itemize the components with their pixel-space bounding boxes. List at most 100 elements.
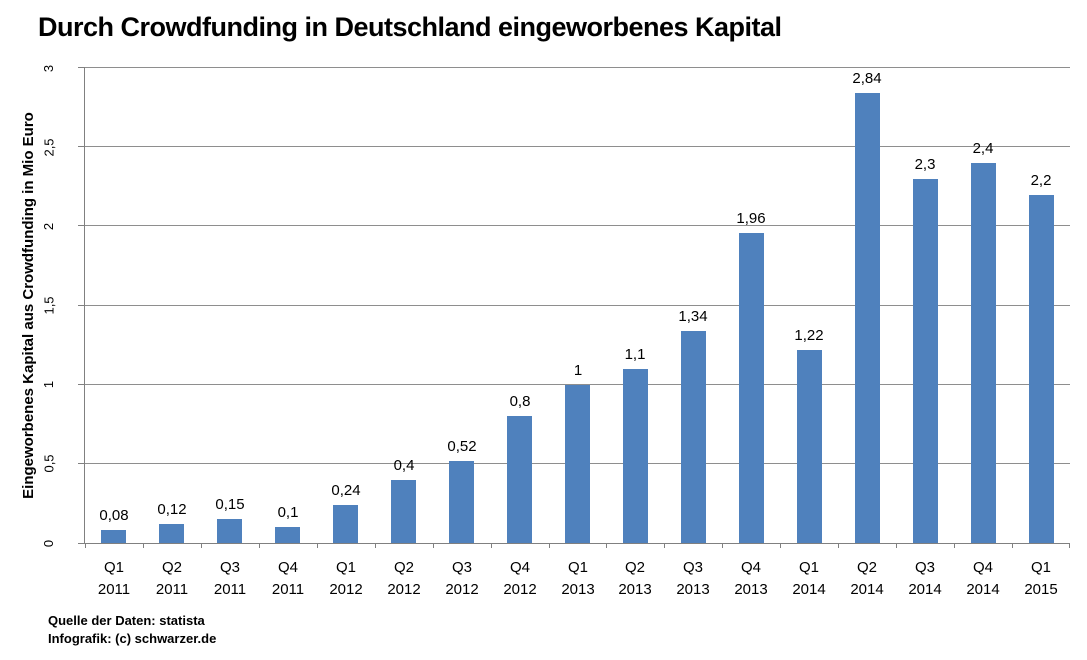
bar <box>855 93 880 543</box>
x-axis-category-label: Q3 2013 <box>664 557 722 601</box>
bar <box>101 530 126 543</box>
bar <box>1029 195 1054 543</box>
x-axis-category-label: Q1 2015 <box>1012 557 1070 601</box>
x-axis-category-label: Q3 2012 <box>433 557 491 601</box>
bar-value-label: 0,24 <box>331 482 361 499</box>
bar <box>623 369 648 543</box>
x-axis-tick <box>433 543 434 548</box>
x-label-quarter: Q3 <box>682 559 703 576</box>
bar-value-label: 2,4 <box>972 140 994 157</box>
gridline <box>85 67 1070 68</box>
bar-value-label: 0,12 <box>157 501 187 518</box>
x-axis-category-label: Q2 2012 <box>375 557 433 601</box>
x-label-quarter: Q3 <box>451 559 472 576</box>
bar-value-label: 0,1 <box>277 504 299 521</box>
y-axis-tick-label-text: 2,5 <box>41 138 57 157</box>
x-label-quarter: Q1 <box>335 559 356 576</box>
bar <box>565 385 590 543</box>
bar-value-label: 2,2 <box>1030 172 1052 189</box>
bar-value-label: 1,1 <box>624 346 646 363</box>
x-label-year: 2012 <box>387 581 421 598</box>
x-axis-category-label: Q3 2011 <box>201 557 259 601</box>
bar <box>159 524 184 543</box>
x-axis-tick <box>85 543 86 548</box>
bar-value-label: 0,08 <box>99 507 129 524</box>
y-axis-tick-label-text: 1,5 <box>41 296 57 315</box>
x-label-quarter: Q3 <box>219 559 240 576</box>
x-axis-tick <box>664 543 665 548</box>
bar-value-label: 2,3 <box>914 156 936 173</box>
y-axis-tick-label-text: 1 <box>41 381 57 389</box>
x-label-year: 2014 <box>850 581 884 598</box>
x-label-quarter: Q3 <box>914 559 935 576</box>
x-label-year: 2012 <box>445 581 479 598</box>
x-axis-category-label: Q2 2011 <box>143 557 201 601</box>
bar-value-label: 1,34 <box>678 308 708 325</box>
bar <box>797 350 822 543</box>
x-label-quarter: Q4 <box>509 559 530 576</box>
x-label-year: 2011 <box>271 581 305 598</box>
gridline <box>85 225 1070 227</box>
x-axis-tick <box>606 543 607 548</box>
bar <box>275 527 300 543</box>
x-label-year: 2014 <box>966 581 1000 598</box>
x-label-quarter: Q1 <box>567 559 588 576</box>
y-axis-tick-label-text: 0,5 <box>41 454 57 473</box>
gridline <box>85 383 1070 385</box>
x-label-quarter: Q1 <box>798 559 819 576</box>
bar <box>217 519 242 543</box>
bar-value-label: 0,8 <box>509 393 531 410</box>
bar-value-label: 1,96 <box>736 210 766 227</box>
x-label-quarter: Q1 <box>103 559 124 576</box>
y-axis-tick <box>78 67 85 68</box>
x-label-quarter: Q1 <box>1030 559 1051 576</box>
x-axis-tick <box>317 543 318 548</box>
x-axis-category-label: Q1 2012 <box>317 557 375 601</box>
chart-title: Durch Crowdfunding in Deutschland eingew… <box>38 12 782 42</box>
x-axis-category-label: Q4 2014 <box>954 557 1012 601</box>
bar-value-label: 0,4 <box>393 457 415 474</box>
bar <box>681 331 706 543</box>
y-axis-tick-label-text: 2 <box>41 222 57 230</box>
y-axis-tick <box>78 462 85 464</box>
gridline <box>85 146 1070 148</box>
x-label-year: 2013 <box>676 581 710 598</box>
x-label-quarter: Q2 <box>624 559 645 576</box>
data-source-line: Quelle der Daten: statista <box>48 613 205 628</box>
x-axis-tick <box>1069 543 1070 548</box>
y-axis-tick <box>78 225 85 227</box>
x-label-year: 2011 <box>213 581 247 598</box>
x-axis-tick <box>491 543 492 548</box>
x-axis-tick <box>722 543 723 548</box>
credit-line: Infografik: (c) schwarzer.de <box>48 631 217 646</box>
x-label-year: 2011 <box>155 581 189 598</box>
x-label-quarter: Q4 <box>972 559 993 576</box>
x-axis-tick <box>896 543 897 548</box>
x-label-year: 2013 <box>734 581 768 598</box>
bar-value-label: 2,84 <box>852 70 882 87</box>
bar-value-label: 1 <box>573 362 583 379</box>
bar <box>333 505 358 543</box>
y-axis-tick <box>78 383 85 385</box>
bar <box>449 461 474 543</box>
x-axis-tick <box>954 543 955 548</box>
x-axis-category-label: Q3 2014 <box>896 557 954 601</box>
x-label-year: 2013 <box>618 581 652 598</box>
x-label-quarter: Q4 <box>740 559 761 576</box>
y-axis-tick <box>78 146 85 148</box>
x-axis-category-label: Q1 2013 <box>549 557 607 601</box>
x-label-quarter: Q2 <box>161 559 182 576</box>
y-axis-line <box>84 68 85 543</box>
y-axis-title-text: Eingeworbenes Kapital aus Crowdfunding i… <box>19 111 37 499</box>
x-label-quarter: Q2 <box>393 559 414 576</box>
y-axis-tick-label-text: 0 <box>41 539 57 547</box>
x-axis-tick <box>201 543 202 548</box>
x-axis-category-label: Q1 2014 <box>780 557 838 601</box>
plot-area: 0 0,5 1 1,5 2 2,5 3 0,08 Q1 2011 0,12 Q2 2011 0,15 Q3 2… <box>42 64 1070 598</box>
bar-value-label: 0,15 <box>215 496 245 513</box>
x-axis-category-label: Q2 2014 <box>838 557 896 601</box>
x-axis-tick <box>143 543 144 548</box>
y-axis-tick <box>78 304 85 306</box>
y-axis-tick-label-text: 3 <box>41 64 57 72</box>
